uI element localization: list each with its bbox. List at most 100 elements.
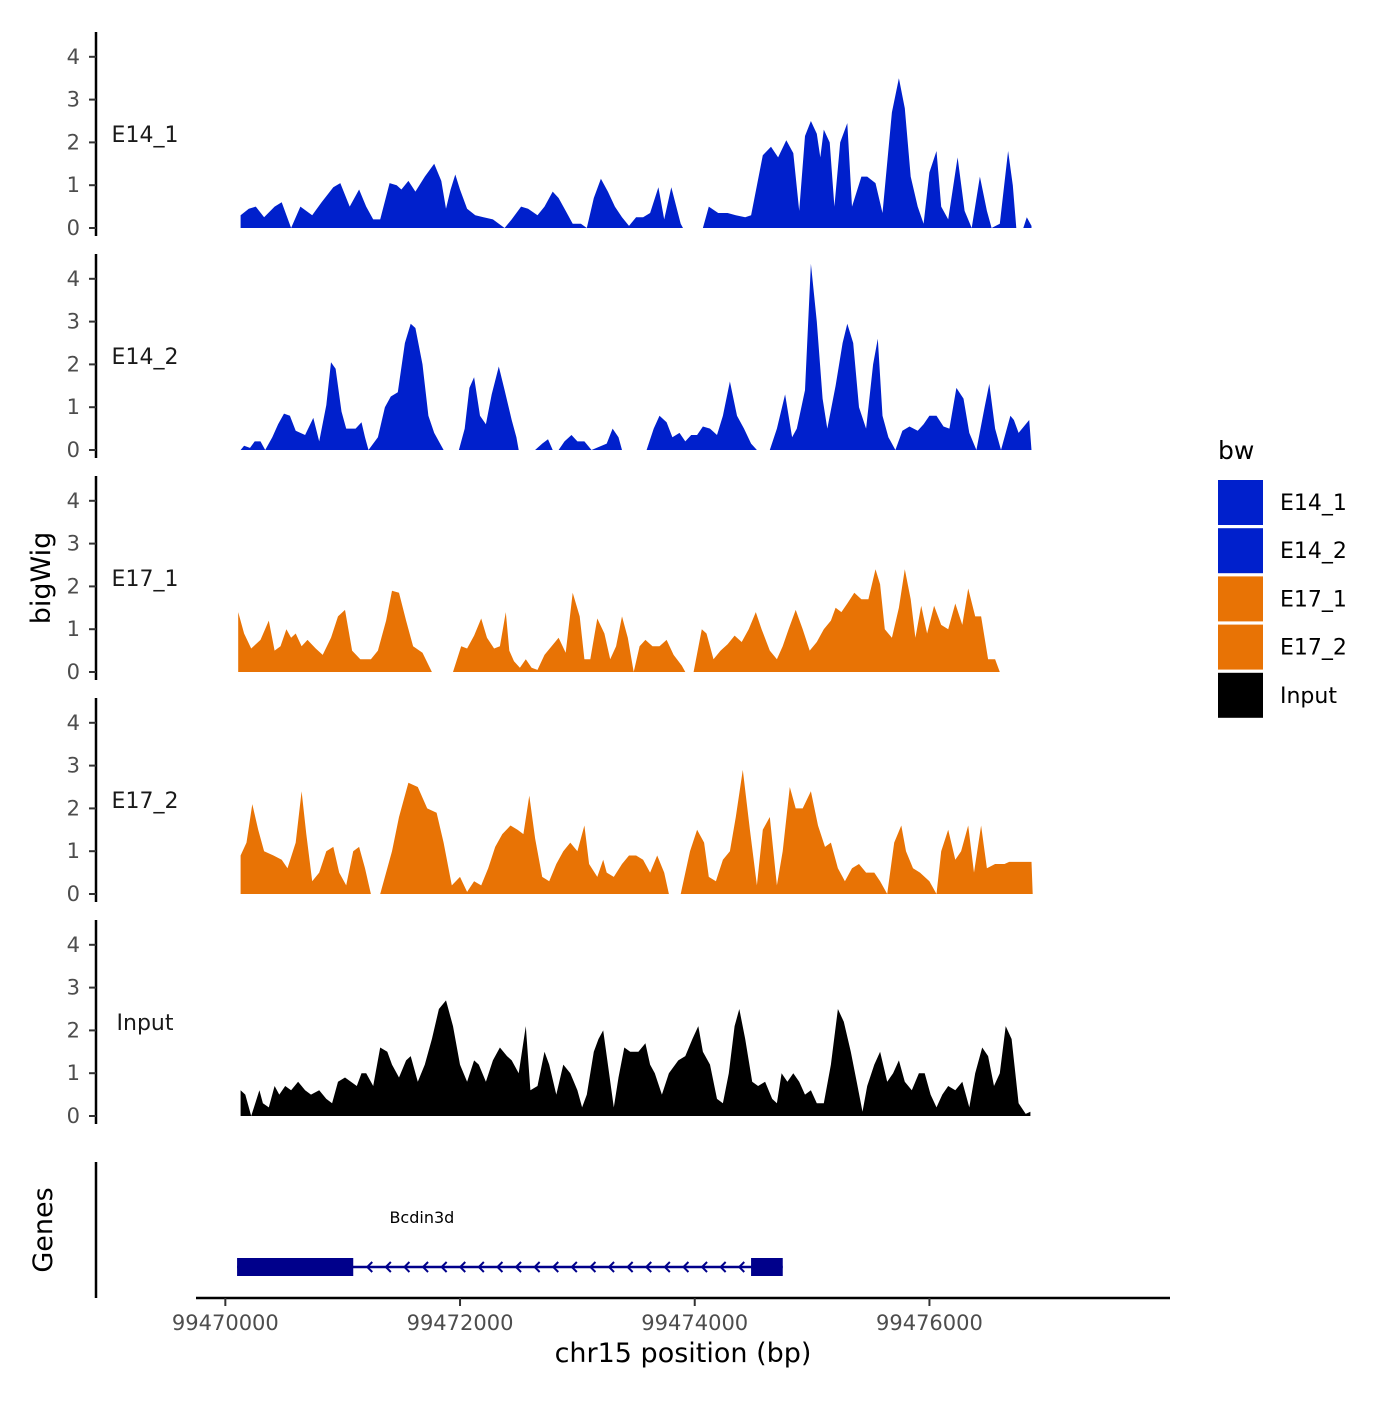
strand-arrow (700, 1261, 708, 1273)
legend-label: E17_2 (1280, 636, 1347, 661)
legend-swatch (1218, 624, 1263, 670)
legend-swatch (1218, 480, 1263, 525)
track-Input: 0 1 2 3 4 Input (67, 920, 1031, 1128)
bigwig-tracks: 0 1 2 3 4 E14_1 0 1 2 3 4 E14_2 0 1 2 3 4 E17_1 0 1 2 3 4 E17_2… (67, 32, 1033, 1128)
strand-arrow (570, 1261, 578, 1273)
legend-label: E17_1 (1280, 587, 1347, 612)
y-tick-label: 4 (67, 45, 80, 69)
y-tick-label: 0 (67, 438, 80, 462)
y-tick-label: 1 (67, 1061, 80, 1085)
legend-item: E17_2 (1218, 624, 1347, 670)
track-label: E14_1 (112, 123, 179, 148)
strand-arrow (384, 1261, 392, 1273)
track-label: Input (117, 1011, 174, 1036)
signal-area-E17_2 (240, 791, 371, 894)
signal-area-E14_1 (702, 78, 1032, 228)
y-tick-label: 0 (67, 1104, 80, 1128)
y-tick-label: 3 (67, 976, 80, 1000)
strand-arrow (403, 1261, 411, 1273)
gene-exon (237, 1258, 354, 1276)
track-E17_1: 0 1 2 3 4 E17_1 (67, 476, 1032, 684)
strand-arrow (644, 1261, 652, 1273)
legend-label: E14_1 (1280, 491, 1347, 516)
strand-arrow (514, 1261, 522, 1273)
gene-glyph (237, 1258, 783, 1276)
y-tick-label: 4 (67, 711, 80, 735)
y-tick-label: 1 (67, 839, 80, 863)
y-tick-label: 2 (67, 352, 80, 376)
legend-swatch (1218, 672, 1263, 718)
track-E14_2: 0 1 2 3 4 E14_2 (67, 254, 1032, 462)
y-tick-label: 3 (67, 754, 80, 778)
genes-axis-title: Genes (28, 1187, 59, 1272)
signal-area-E14_2 (646, 263, 1032, 450)
strand-arrow (607, 1261, 615, 1273)
strand-arrow (458, 1261, 466, 1273)
strand-arrow (421, 1261, 429, 1273)
strand-arrow (440, 1261, 448, 1273)
y-tick-label: 0 (67, 216, 80, 240)
strand-arrow (682, 1261, 690, 1273)
track-E14_1: 0 1 2 3 4 E14_1 (67, 32, 1032, 240)
y-axis-title: bigWig (26, 532, 57, 625)
y-tick-label: 3 (67, 532, 80, 556)
legend: bw E14_1 E14_2 E17_1 E17_2 Input (1218, 436, 1347, 718)
y-tick-label: 0 (67, 660, 80, 684)
strand-arrow (663, 1261, 671, 1273)
strand-arrow (737, 1261, 745, 1273)
signal-area-E17_1 (238, 590, 432, 672)
y-tick-label: 4 (67, 933, 80, 957)
signal-area-E17_1 (453, 592, 686, 672)
x-tick-label: 99470000 (172, 1311, 279, 1335)
y-tick-label: 4 (67, 489, 80, 513)
y-tick-label: 2 (67, 796, 80, 820)
signal-area-E17_2 (680, 769, 1033, 894)
legend-title: bw (1218, 436, 1254, 465)
strand-arrow (477, 1261, 485, 1273)
strand-arrow (533, 1261, 541, 1273)
legend-label: Input (1280, 684, 1337, 709)
y-tick-label: 4 (67, 267, 80, 291)
legend-label: E14_2 (1280, 539, 1347, 564)
legend-items: E14_1 E14_2 E17_1 E17_2 Input (1218, 480, 1347, 718)
strand-arrow (365, 1261, 373, 1273)
signal-area-E14_1 (240, 163, 683, 228)
strand-arrow (719, 1261, 727, 1273)
legend-item: Input (1218, 672, 1337, 718)
gene-label: Bcdin3d (389, 1208, 454, 1227)
strand-arrow (551, 1261, 559, 1273)
y-tick-label: 2 (67, 574, 80, 598)
y-tick-label: 2 (67, 130, 80, 154)
x-tick-label: 99472000 (407, 1311, 514, 1335)
y-tick-label: 3 (67, 88, 80, 112)
x-axis-title: chr15 position (bp) (555, 1338, 812, 1369)
y-tick-label: 0 (67, 882, 80, 906)
y-tick-label: 1 (67, 617, 80, 641)
x-tick-label: 99474000 (641, 1311, 748, 1335)
y-tick-label: 1 (67, 395, 80, 419)
x-tick-label: 99476000 (876, 1311, 983, 1335)
y-tick-label: 2 (67, 1018, 80, 1042)
signal-area-Input (240, 1000, 1031, 1116)
track-E17_2: 0 1 2 3 4 E17_2 (67, 698, 1033, 906)
genes-track: Bcdin3d Genes (28, 1162, 783, 1298)
track-label: E17_2 (112, 789, 179, 814)
signal-area-E17_1 (693, 569, 1032, 672)
track-label: E14_2 (112, 345, 179, 370)
strand-arrow (626, 1261, 634, 1273)
legend-swatch (1218, 528, 1263, 574)
strand-arrow (589, 1261, 597, 1273)
y-tick-label: 1 (67, 173, 80, 197)
legend-item: E14_1 (1218, 480, 1347, 525)
strand-arrow (496, 1261, 504, 1273)
y-tick-label: 3 (67, 310, 80, 334)
x-axis: 99470000 99472000 99474000 99476000 chr15 p… (172, 1296, 1170, 1369)
x-axis-ticks: 99470000 99472000 99474000 99476000 (172, 1298, 983, 1335)
legend-item: E14_2 (1218, 528, 1347, 574)
track-label: E17_1 (112, 567, 179, 592)
signal-area-E14_2 (240, 323, 622, 450)
signal-area-E17_2 (380, 782, 669, 894)
legend-item: E17_1 (1218, 576, 1347, 622)
